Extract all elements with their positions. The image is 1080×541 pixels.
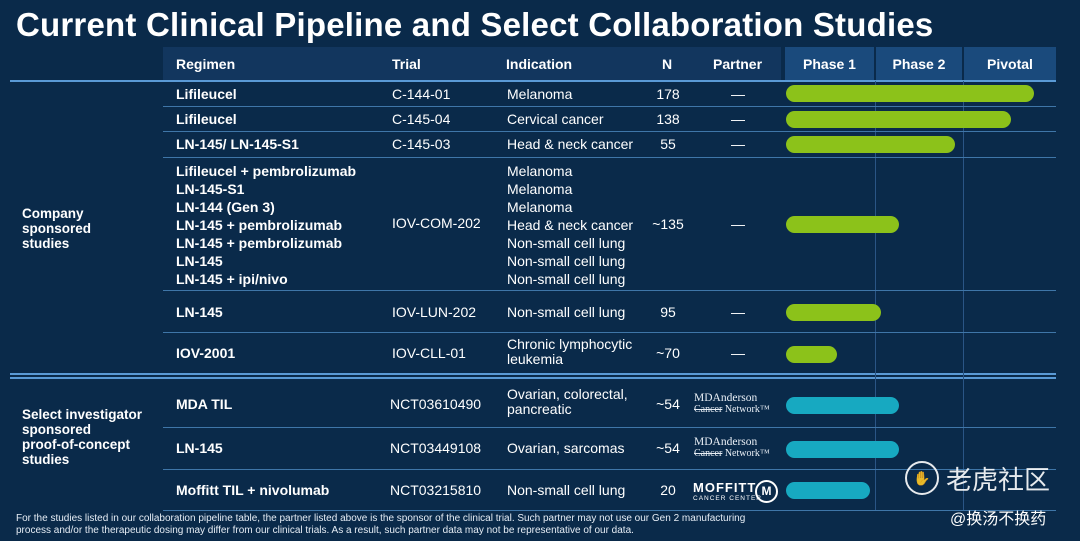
n-cell: 55 [660,136,676,152]
trial-cell: NCT03215810 [390,482,482,498]
phase-divider [875,81,876,511]
indication-cell: Melanoma [507,86,573,102]
regimen-cell: LN-145 [176,304,223,320]
partner-cell: — [731,86,745,102]
watermark-user: @换汤不换药 [950,511,1047,528]
n-cell: ~135 [652,216,684,232]
regimen-cell: Lifileucel [176,111,237,127]
regimen-cell: LN-145 [176,440,223,456]
trial-cell: IOV-COM-202 [392,215,481,231]
n-cell: 95 [660,304,676,320]
header-trial: Trial [392,56,421,72]
indication-cell: Ovarian, colorectal, pancreatic [507,386,628,417]
indication-cell: Ovarian, sarcomas [507,440,625,456]
row-divider [163,332,1056,333]
n-cell: 20 [660,482,676,498]
phase-divider [963,81,964,511]
partner-cell: — [731,304,745,320]
phase-progress-bar [786,216,899,233]
row-divider [163,131,1056,132]
regimen-cell: Moffitt TIL + nivolumab [176,482,330,498]
partner-cell: — [731,216,745,232]
row-divider [163,106,1056,107]
phase-progress-bar [786,304,881,321]
header-pivotal: Pivotal [964,47,1056,80]
indication-cell: Chronic lymphocytic leukemia [507,336,633,367]
indication-cell: Head & neck cancer [507,136,634,152]
regimen-cell: MDA TIL [176,396,233,412]
phase-progress-bar [786,441,899,458]
section-border-mid-1 [10,373,1056,375]
header-indication: Indication [506,56,573,72]
watermark-brand: 老虎社区 [946,465,1051,495]
header-n: N [662,56,673,72]
md-anderson-logo: MDAnderson Cancer Network™ [694,392,770,415]
footnote: For the studies listed in our collaborat… [16,513,746,536]
trial-cell: C-144-01 [392,86,451,102]
section-border-top [10,80,1056,82]
row-divider [163,510,1056,511]
phase-progress-bar [786,397,899,414]
partner-cell: — [731,136,745,152]
header-regimen: Regimen [176,56,236,72]
regimen-cell: Lifileucel [176,86,237,102]
table-header: Regimen Trial Indication N Partner [163,47,781,81]
phase-progress-bar [786,346,837,363]
header-phase-1: Phase 1 [785,47,874,80]
page-title: Current Clinical Pipeline and Select Col… [16,6,934,43]
moffitt-m-icon: M [755,480,778,503]
regimen-cell: LN-145/ LN-145-S1 [176,136,299,152]
trial-cell: C-145-04 [392,111,451,127]
n-cell: 178 [656,86,680,102]
row-divider [163,157,1056,158]
regimen-cell: Lifileucel + pembrolizumab LN-145-S1 LN-… [176,163,357,287]
n-cell: ~54 [656,440,680,456]
n-cell: ~70 [656,345,680,361]
section-border-mid-2 [10,377,1056,379]
phase-progress-bar [786,136,955,153]
phase-progress-bar [786,111,1011,128]
tiger-paw-icon: ✋ [905,461,939,495]
group-label-company: Company sponsored studies [22,206,92,251]
phase-progress-bar [786,482,870,499]
trial-cell: IOV-LUN-202 [392,304,477,320]
indication-cell: Melanoma Melanoma Melanoma Head & neck c… [507,163,634,287]
partner-cell: — [731,345,745,361]
indication-cell: Cervical cancer [507,111,604,127]
moffitt-logo: MOFFITT CANCER CENTER M [693,480,778,503]
trial-cell: C-145-03 [392,136,451,152]
n-cell: ~54 [656,396,680,412]
regimen-cell: IOV-2001 [176,345,236,361]
trial-cell: NCT03610490 [390,396,482,412]
header-phase-2: Phase 2 [876,47,962,80]
phase-progress-bar [786,85,1034,102]
header-partner: Partner [713,56,763,72]
md-anderson-logo: MDAnderson Cancer Network™ [694,436,770,459]
trial-cell: NCT03449108 [390,440,482,456]
indication-cell: Non-small cell lung [507,304,626,320]
row-divider [163,469,1056,470]
n-cell: 138 [656,111,680,127]
row-divider [163,427,1056,428]
row-divider [163,290,1056,291]
partner-cell: — [731,111,745,127]
indication-cell: Non-small cell lung [507,482,626,498]
group-label-investigator: Select investigator sponsored proof-of-c… [22,407,143,467]
trial-cell: IOV-CLL-01 [392,345,466,361]
